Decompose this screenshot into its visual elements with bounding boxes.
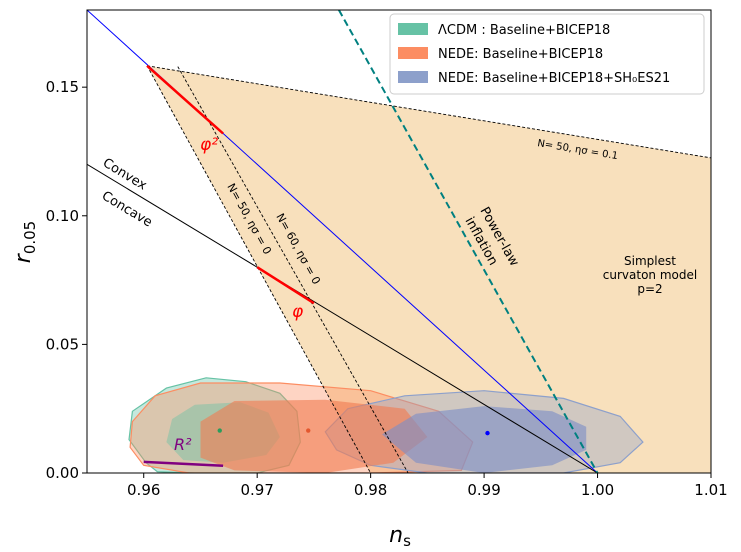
curvaton-label-3: p=2 bbox=[637, 282, 662, 296]
line-3 bbox=[338, 10, 599, 473]
legend-label-1: ΛCDM : Baseline+BICEP18 bbox=[438, 23, 610, 38]
curvaton-label-1: Simplest bbox=[624, 254, 676, 268]
x-axis-label: ns bbox=[389, 523, 411, 550]
curvaton-region bbox=[147, 65, 711, 473]
best-fit-point-2 bbox=[306, 428, 311, 433]
y-tick-label-1: 0.00 bbox=[46, 464, 79, 482]
curvaton-label-2: curvaton model bbox=[603, 268, 697, 282]
legend-box bbox=[389, 13, 705, 95]
x-tick-label-2: 0.97 bbox=[240, 481, 273, 499]
y-axis-label: r0.05 bbox=[11, 221, 39, 263]
x-tick-label-1: 0.96 bbox=[127, 481, 160, 499]
phi2-label: φ² bbox=[200, 135, 218, 155]
x-tick-label-4: 0.99 bbox=[467, 481, 500, 499]
line-8 bbox=[256, 266, 315, 305]
y-tick-label-3: 0.10 bbox=[46, 207, 79, 225]
line-7 bbox=[146, 64, 224, 135]
line-9 bbox=[143, 460, 224, 468]
contour-68-series-3 bbox=[382, 406, 587, 473]
y-tick-label-4: 0.15 bbox=[46, 78, 79, 96]
legend-swatch-1 bbox=[398, 23, 428, 35]
line-6 bbox=[147, 65, 711, 159]
x-tick-label-6: 1.01 bbox=[694, 481, 727, 499]
best-fit-point-1 bbox=[217, 428, 222, 433]
contour-68-series-2 bbox=[200, 399, 428, 473]
r2-label: R² bbox=[174, 435, 192, 454]
line-5 bbox=[177, 66, 409, 473]
legend-swatch-2 bbox=[398, 47, 428, 59]
x-tick-label-5: 1.00 bbox=[581, 481, 614, 499]
phi-label: φ bbox=[292, 302, 304, 322]
plot-frame bbox=[86, 9, 712, 474]
y-tick-label-2: 0.05 bbox=[46, 335, 79, 353]
legend-label-3: NEDE: Baseline+BICEP18+SH₀ES21 bbox=[438, 71, 670, 86]
legend-label-2: NEDE: Baseline+BICEP18 bbox=[438, 47, 603, 62]
line-2 bbox=[87, 163, 598, 473]
best-fit-point-3 bbox=[485, 430, 490, 436]
legend-swatch-3 bbox=[398, 71, 428, 83]
legend: ΛCDM : Baseline+BICEP18 NEDE: Baseline+BI… bbox=[389, 13, 705, 95]
concave-label: Concave bbox=[99, 189, 155, 231]
x-tick-label-3: 0.98 bbox=[354, 481, 387, 499]
